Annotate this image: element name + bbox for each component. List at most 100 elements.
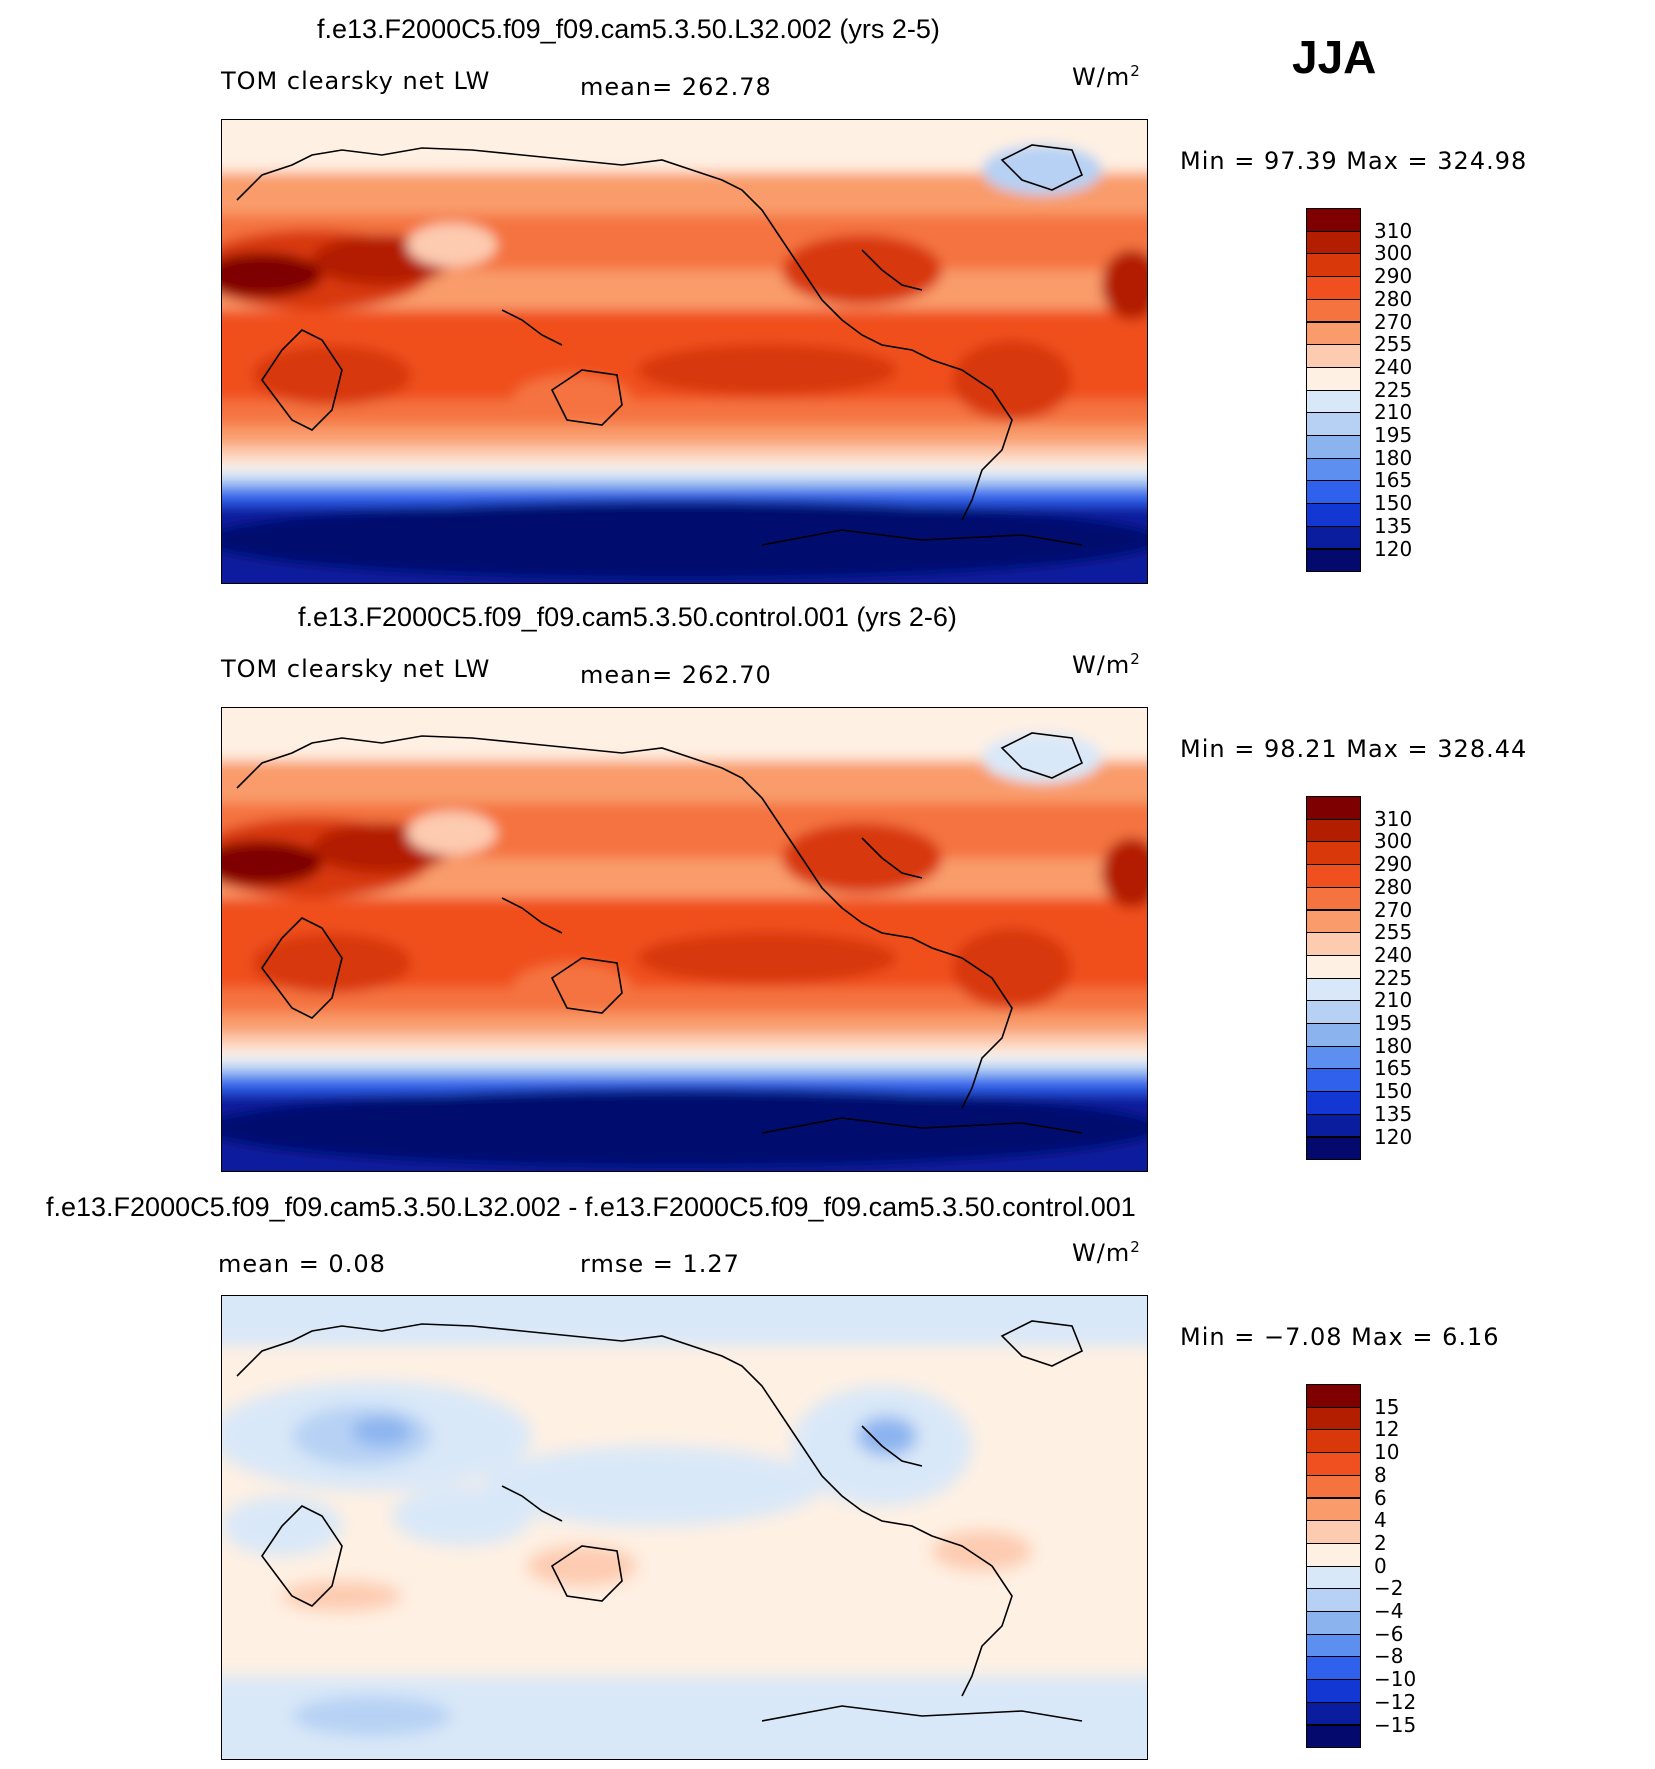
colorbar-swatch (1306, 909, 1361, 934)
colorbar-swatch (1306, 480, 1361, 505)
colorbar-tick-label: −2 (1374, 1576, 1404, 1601)
colorbar-tick-label: 310 (1374, 218, 1413, 243)
colorbar-swatch (1306, 525, 1361, 550)
colorbar-tick-label: −12 (1374, 1689, 1417, 1714)
colorbar-swatch (1306, 1633, 1361, 1658)
colorbar-swatch (1306, 796, 1361, 820)
colorbar-tick-label: 15 (1374, 1394, 1400, 1419)
colorbar-swatch (1306, 253, 1361, 278)
colorbar-tick-label: 290 (1374, 264, 1413, 289)
colorbar-swatch (1306, 1068, 1361, 1093)
colorbar-tick-label: 300 (1374, 829, 1413, 854)
colorbar-swatch (1306, 954, 1361, 979)
panel-2-variable-label: TOM clearsky net LW (221, 655, 491, 683)
colorbar-swatch (1306, 412, 1361, 436)
colorbar-tick-label: 0 (1374, 1553, 1387, 1578)
colorbar-tick-label: 255 (1374, 920, 1413, 945)
colorbar-swatch (1306, 1520, 1361, 1544)
colorbar-tick-label: 165 (1374, 468, 1413, 493)
colorbar-tick-label: 255 (1374, 332, 1413, 357)
colorbar-tick-label: 210 (1374, 988, 1413, 1013)
colorbar-swatch (1306, 1384, 1361, 1408)
colorbar-tick-label: −4 (1374, 1599, 1404, 1623)
colorbar-tick-label: 290 (1374, 852, 1413, 877)
panel-1-units: W/m2 (1072, 62, 1141, 91)
colorbar-tick-label: 310 (1374, 806, 1413, 831)
panel-3-minmax: Min = −7.08 Max = 6.16 (1180, 1323, 1500, 1351)
colorbar-swatch (1306, 1701, 1361, 1726)
colorbar-tick-label: −8 (1374, 1644, 1404, 1669)
colorbar-tick-label: 12 (1374, 1417, 1400, 1442)
colorbar-swatch (1306, 1611, 1361, 1635)
colorbar-tick-label: −15 (1374, 1712, 1417, 1737)
colorbar-swatch (1306, 1565, 1361, 1590)
colorbar-swatch (1306, 230, 1361, 255)
colorbar-tick-label: 225 (1374, 965, 1413, 990)
colorbar-swatch (1306, 1091, 1361, 1115)
colorbar-tick-label: 10 (1374, 1440, 1400, 1465)
colorbar-tick-label: 195 (1374, 1011, 1413, 1035)
colorbar-tick-label: 135 (1374, 1101, 1413, 1126)
colorbar-swatch (1306, 366, 1361, 391)
colorbar-tick-label: 180 (1374, 445, 1413, 470)
colorbar-tick-label: 280 (1374, 874, 1413, 899)
colorbar-tick-label: 240 (1374, 354, 1413, 379)
colorbar-swatch (1306, 1045, 1361, 1070)
colorbar-tick-label: 4 (1374, 1508, 1387, 1533)
colorbar-tick-label: 2 (1374, 1530, 1387, 1555)
colorbar-tick-label: 120 (1374, 1124, 1413, 1149)
panel-2-units: W/m2 (1072, 650, 1141, 679)
colorbar-tick-label: 240 (1374, 942, 1413, 967)
colorbar-swatch (1306, 818, 1361, 843)
colorbar-tick-label: 150 (1374, 491, 1413, 516)
panel-2-title: f.e13.F2000C5.f09_f09.cam5.3.50.control.… (298, 602, 957, 632)
colorbar-swatch (1306, 1724, 1361, 1749)
colorbar-swatch (1306, 1588, 1361, 1612)
panel-3-map (221, 1295, 1148, 1760)
colorbar-swatch (1306, 886, 1361, 911)
colorbar-swatch (1306, 1656, 1361, 1681)
panel-3-units: W/m2 (1072, 1238, 1141, 1267)
panel-3-rmse-label: rmse = 1.27 (580, 1250, 740, 1278)
panel-1-variable-label: TOM clearsky net LW (221, 67, 491, 95)
colorbar-swatch (1306, 841, 1361, 866)
colorbar-tick-label: 280 (1374, 286, 1413, 311)
colorbar-swatch (1306, 1679, 1361, 1703)
colorbar-tick-label: 195 (1374, 423, 1413, 447)
colorbar-swatch (1306, 1452, 1361, 1476)
colorbar-swatch (1306, 1474, 1361, 1499)
colorbar-swatch (1306, 276, 1361, 300)
panel-3-colorbar: 15 12 10 8 6 4 2 0 −2 −4 −6 −8 −10 −12 −15 (1306, 1384, 1416, 1749)
colorbar-tick-label: 270 (1374, 897, 1413, 922)
panel-2-colorbar: 310 300 290 280 270 255 240 225 210 195 180 165 150 1… (1306, 796, 1412, 1161)
panel-2-minmax: Min = 98.21 Max = 328.44 (1180, 735, 1528, 763)
colorbar-swatch (1306, 389, 1361, 414)
panel-1-title: f.e13.F2000C5.f09_f09.cam5.3.50.L32.002 … (317, 14, 940, 44)
colorbar-tick-label: −6 (1374, 1621, 1404, 1646)
colorbar-tick-label: 270 (1374, 309, 1413, 334)
colorbar-tick-label: 8 (1374, 1462, 1387, 1487)
panel-1-colorbar: 310 300 290 280 270 255 240 225 210 195 180 165 150 1… (1306, 208, 1412, 573)
colorbar-swatch (1306, 298, 1361, 323)
panel-3-title: f.e13.F2000C5.f09_f09.cam5.3.50.L32.002 … (46, 1192, 1136, 1222)
colorbar-tick-label: 6 (1374, 1485, 1387, 1510)
colorbar-swatch (1306, 457, 1361, 482)
colorbar-swatch (1306, 1136, 1361, 1161)
colorbar-swatch (1306, 435, 1361, 459)
colorbar-tick-label: 210 (1374, 400, 1413, 425)
colorbar-tick-label: −10 (1374, 1667, 1417, 1692)
colorbar-swatch (1306, 1542, 1361, 1567)
colorbar-tick-label: 225 (1374, 377, 1413, 402)
colorbar-swatch (1306, 321, 1361, 346)
panel-1-minmax: Min = 97.39 Max = 324.98 (1180, 147, 1528, 175)
panel-3-mean-label: mean = 0.08 (218, 1250, 386, 1278)
colorbar-swatch (1306, 1497, 1361, 1522)
colorbar-tick-label: 165 (1374, 1056, 1413, 1081)
colorbar-tick-label: 300 (1374, 241, 1413, 266)
colorbar-swatch (1306, 932, 1361, 956)
colorbar-swatch (1306, 977, 1361, 1002)
colorbar-swatch (1306, 1113, 1361, 1138)
colorbar-tick-label: 135 (1374, 513, 1413, 538)
colorbar-swatch (1306, 344, 1361, 368)
colorbar-swatch (1306, 548, 1361, 573)
